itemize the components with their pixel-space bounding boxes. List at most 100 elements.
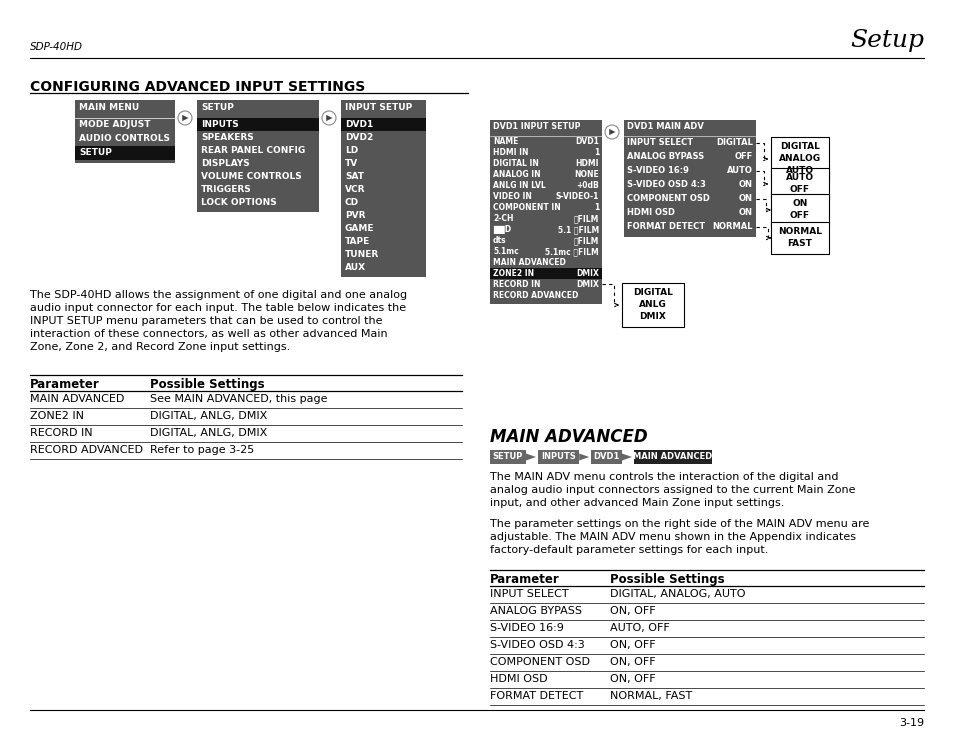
Text: ON: ON	[739, 208, 752, 217]
Text: audio input connector for each input. The table below indicates the: audio input connector for each input. Th…	[30, 303, 406, 313]
Text: Possible Settings: Possible Settings	[609, 573, 724, 586]
Polygon shape	[326, 115, 333, 121]
Text: HDMI OSD: HDMI OSD	[490, 674, 547, 684]
Text: 2-CH: 2-CH	[493, 214, 513, 223]
Text: factory-default parameter settings for each input.: factory-default parameter settings for e…	[490, 545, 767, 555]
Text: MAIN ADVANCED: MAIN ADVANCED	[30, 394, 124, 404]
Text: SETUP: SETUP	[493, 452, 522, 461]
Text: S-VIDEO 16:9: S-VIDEO 16:9	[490, 623, 563, 633]
Text: RECORD ADVANCED: RECORD ADVANCED	[30, 445, 143, 455]
Text: ANALOG BYPASS: ANALOG BYPASS	[490, 606, 581, 616]
Text: analog audio input connectors assigned to the current Main Zone: analog audio input connectors assigned t…	[490, 485, 855, 495]
Text: +0dB: +0dB	[576, 181, 598, 190]
Bar	[770, 168, 828, 200]
Polygon shape	[525, 453, 536, 461]
Text: VIDEO IN: VIDEO IN	[493, 192, 532, 201]
Bar	[196, 100, 318, 212]
Text: adjustable. The MAIN ADV menu shown in the Appendix indicates: adjustable. The MAIN ADV menu shown in t…	[490, 532, 855, 542]
Text: 5.1mc: 5.1mc	[493, 247, 518, 256]
Bar	[340, 118, 426, 131]
Text: INPUT SETUP: INPUT SETUP	[345, 103, 412, 112]
Text: TV: TV	[345, 159, 358, 168]
Text: SETUP: SETUP	[201, 103, 233, 112]
Text: ⌸FILM: ⌸FILM	[573, 236, 598, 245]
Circle shape	[322, 111, 335, 125]
Text: DVD1 INPUT SETUP: DVD1 INPUT SETUP	[493, 122, 579, 131]
Circle shape	[604, 125, 618, 139]
Text: REAR PANEL CONFIG: REAR PANEL CONFIG	[201, 146, 305, 155]
Text: NAME: NAME	[493, 137, 517, 146]
Polygon shape	[621, 453, 631, 461]
Text: ON, OFF: ON, OFF	[609, 606, 655, 616]
Text: SETUP: SETUP	[79, 148, 112, 157]
Text: MAIN ADVANCED: MAIN ADVANCED	[633, 452, 712, 461]
Text: MAIN ADVANCED: MAIN ADVANCED	[490, 428, 647, 446]
Text: DIGITAL, ANLG, DMIX: DIGITAL, ANLG, DMIX	[150, 428, 267, 438]
Text: FORMAT DETECT: FORMAT DETECT	[490, 691, 582, 701]
Text: DIGITAL, ANALOG, AUTO: DIGITAL, ANALOG, AUTO	[609, 589, 744, 599]
Text: DIGITAL, ANLG, DMIX: DIGITAL, ANLG, DMIX	[150, 411, 267, 421]
Text: INPUT SELECT: INPUT SELECT	[626, 138, 693, 147]
Text: ANLG: ANLG	[639, 300, 666, 309]
Text: AUTO, OFF: AUTO, OFF	[609, 623, 669, 633]
Text: HDMI IN: HDMI IN	[493, 148, 528, 157]
Polygon shape	[609, 129, 615, 135]
Text: ON, OFF: ON, OFF	[609, 657, 655, 667]
Text: OFF: OFF	[734, 152, 752, 161]
Text: S-VIDEO OSD 4:3: S-VIDEO OSD 4:3	[626, 180, 705, 189]
Text: RECORD IN: RECORD IN	[30, 428, 92, 438]
Text: INPUT SETUP menu parameters that can be used to control the: INPUT SETUP menu parameters that can be …	[30, 316, 382, 326]
Text: ANLG IN LVL: ANLG IN LVL	[493, 181, 545, 190]
Text: AUDIO CONTROLS: AUDIO CONTROLS	[79, 134, 170, 143]
Bar	[621, 283, 683, 327]
Text: 5.1mc ⌸FILM: 5.1mc ⌸FILM	[545, 247, 598, 256]
Text: AUTO: AUTO	[785, 173, 813, 182]
Bar	[490, 268, 601, 279]
Bar	[537, 450, 578, 464]
Text: input, and other advanced Main Zone input settings.: input, and other advanced Main Zone inpu…	[490, 498, 783, 508]
Text: INPUTS: INPUTS	[540, 452, 576, 461]
Text: DVD1: DVD1	[593, 452, 619, 461]
Text: INPUT SELECT: INPUT SELECT	[490, 589, 568, 599]
Circle shape	[178, 111, 192, 125]
Bar	[634, 450, 711, 464]
Text: SDP-40HD: SDP-40HD	[30, 42, 83, 52]
Text: LD: LD	[345, 146, 358, 155]
Text: ON: ON	[792, 199, 807, 208]
Text: TAPE: TAPE	[345, 237, 370, 246]
Text: S-VIDEO 16:9: S-VIDEO 16:9	[626, 166, 688, 175]
Text: LOCK OPTIONS: LOCK OPTIONS	[201, 198, 276, 207]
Bar	[490, 120, 601, 304]
Bar	[196, 118, 318, 131]
Text: S-VIDEO OSD 4:3: S-VIDEO OSD 4:3	[490, 640, 584, 650]
Text: VCR: VCR	[345, 185, 365, 194]
Text: The parameter settings on the right side of the MAIN ADV menu are: The parameter settings on the right side…	[490, 519, 868, 529]
Text: dts: dts	[493, 236, 506, 245]
Text: HDMI: HDMI	[575, 159, 598, 168]
Text: The SDP-40HD allows the assignment of one digital and one analog: The SDP-40HD allows the assignment of on…	[30, 290, 407, 300]
Text: FAST: FAST	[787, 239, 812, 248]
Bar	[75, 100, 174, 163]
Text: ON: ON	[739, 194, 752, 203]
Text: ██D: ██D	[493, 225, 511, 234]
Bar	[770, 222, 828, 254]
Text: ZONE2 IN: ZONE2 IN	[30, 411, 84, 421]
Text: DISPLAYS: DISPLAYS	[201, 159, 250, 168]
Text: DIGITAL: DIGITAL	[716, 138, 752, 147]
Text: SPEAKERS: SPEAKERS	[201, 133, 253, 142]
Text: ON, OFF: ON, OFF	[609, 674, 655, 684]
Text: 1: 1	[593, 203, 598, 212]
Text: PVR: PVR	[345, 211, 365, 220]
Text: S-VIDEO-1: S-VIDEO-1	[555, 192, 598, 201]
Text: OFF: OFF	[789, 185, 809, 194]
Text: NORMAL: NORMAL	[778, 227, 821, 236]
Text: ZONE2 IN: ZONE2 IN	[493, 269, 534, 278]
Text: ANALOG BYPASS: ANALOG BYPASS	[626, 152, 703, 161]
Text: INPUTS: INPUTS	[201, 120, 238, 129]
Text: DIGITAL: DIGITAL	[780, 142, 819, 151]
Text: NORMAL, FAST: NORMAL, FAST	[609, 691, 692, 701]
Text: AUTO: AUTO	[785, 166, 813, 175]
Text: Possible Settings: Possible Settings	[150, 378, 264, 391]
Text: DMIX: DMIX	[639, 312, 666, 321]
Text: RECORD ADVANCED: RECORD ADVANCED	[493, 291, 578, 300]
